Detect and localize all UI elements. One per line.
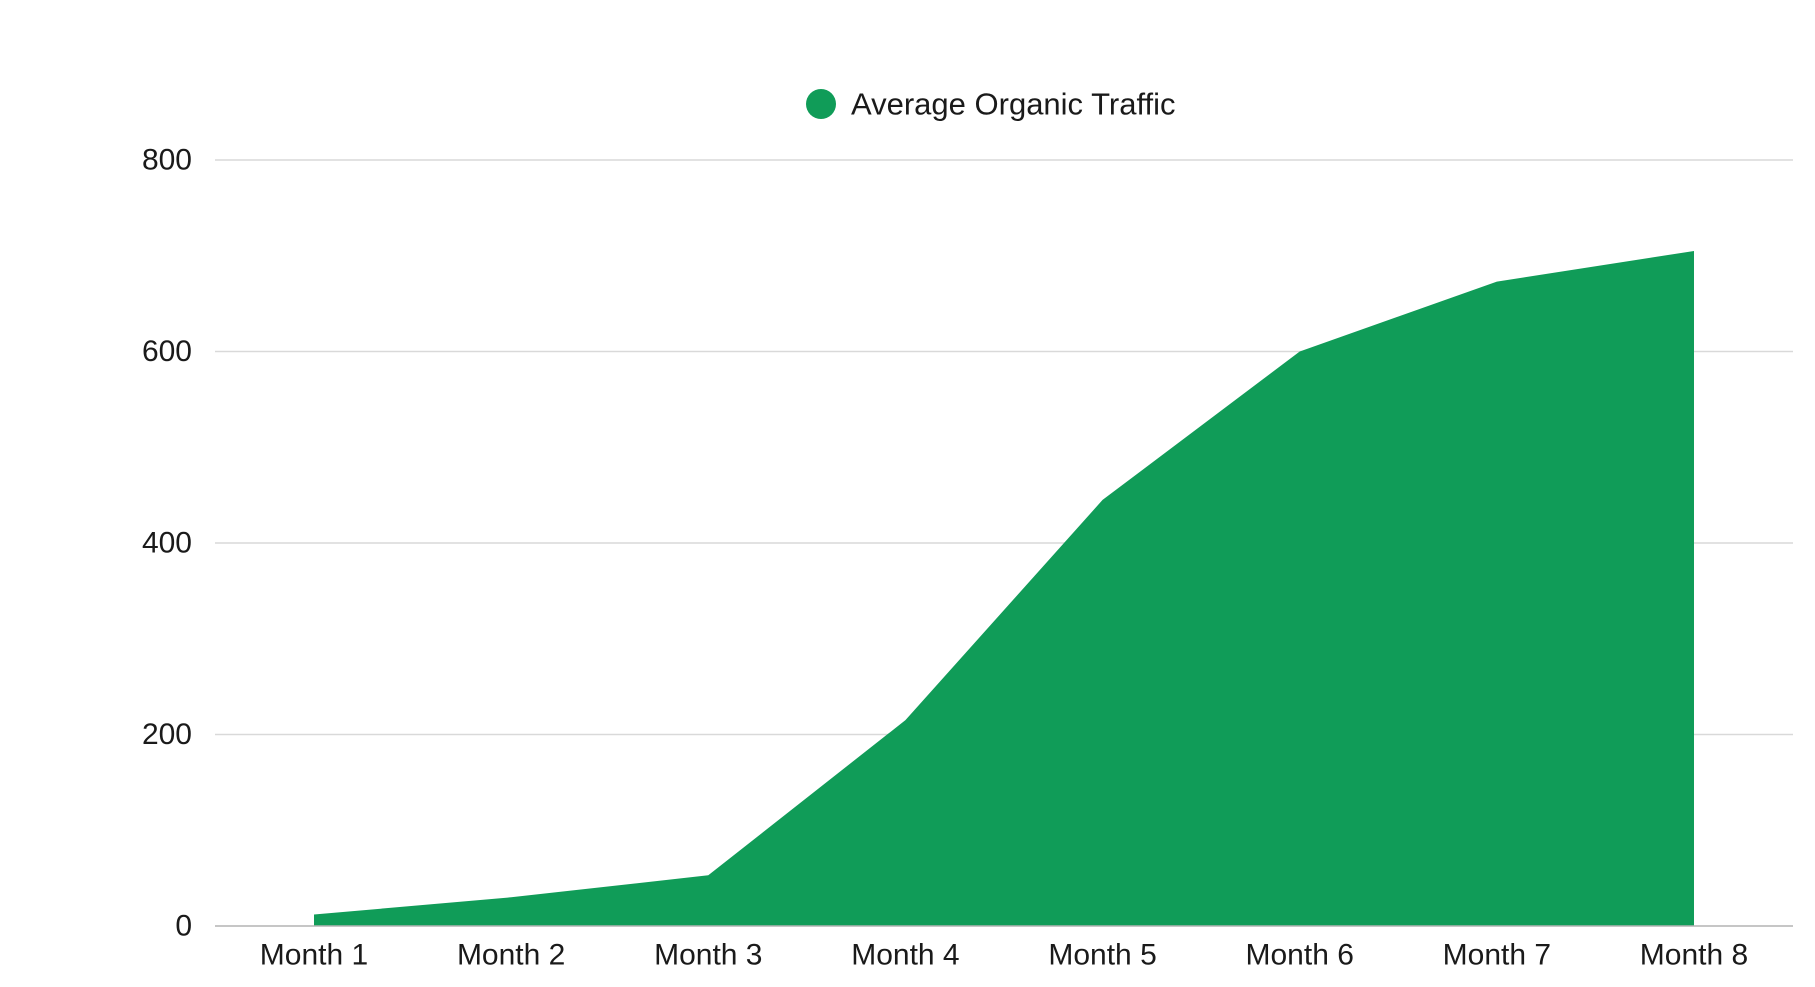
x-tick-label: Month 8 — [1640, 939, 1748, 972]
x-tick-label: Month 5 — [1048, 939, 1156, 972]
x-tick-label: Month 7 — [1443, 939, 1551, 972]
y-tick-label: 800 — [142, 144, 192, 177]
legend-swatch-icon — [806, 89, 836, 119]
y-tick-label: 600 — [142, 335, 192, 368]
x-tick-label: Month 1 — [260, 939, 368, 972]
area-series — [314, 250, 1694, 926]
x-axis-tick-labels: Month 1 Month 2 Month 3 Month 4 Month 5 Month… — [260, 939, 1748, 972]
legend-label: Average Organic Traffic — [851, 87, 1176, 122]
y-tick-label: 400 — [142, 527, 192, 560]
x-tick-label: Month 2 — [457, 939, 565, 972]
y-axis-tick-labels: 0 200 400 600 800 — [142, 144, 192, 943]
y-tick-label: 0 — [175, 910, 192, 943]
x-tick-label: Month 4 — [851, 939, 959, 972]
y-tick-label: 200 — [142, 718, 192, 751]
x-tick-label: Month 6 — [1246, 939, 1354, 972]
area-fill — [314, 250, 1694, 926]
legend: Average Organic Traffic — [806, 87, 1176, 122]
x-tick-label: Month 3 — [654, 939, 762, 972]
